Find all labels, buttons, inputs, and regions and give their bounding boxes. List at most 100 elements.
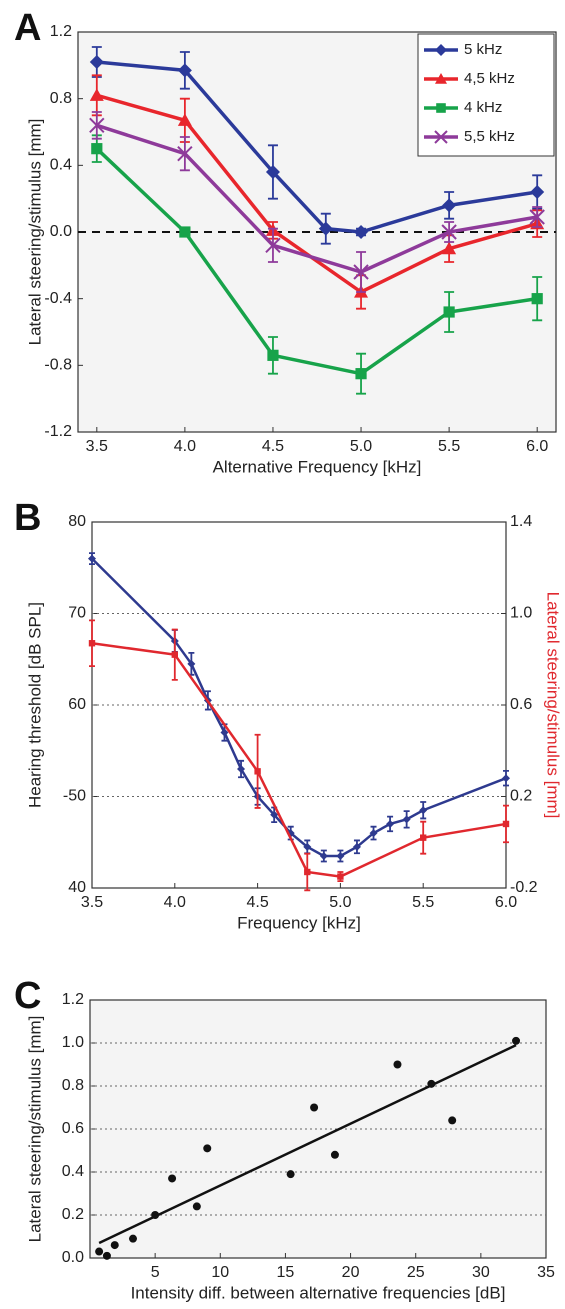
y-axis-label: Hearing threshold [dB SPL]: [25, 602, 44, 808]
y-tick-label: 70: [68, 605, 86, 622]
marker: [177, 63, 192, 78]
x-tick-label: 15: [277, 1264, 295, 1281]
y-axis-label: Lateral steering/stimulus [mm]: [25, 119, 44, 346]
x-tick-label: 5.0: [329, 894, 351, 911]
y-tick-label: -0.4: [44, 290, 72, 307]
point: [310, 1103, 319, 1112]
marker: [434, 130, 448, 144]
y-tick-label: 1.2: [50, 23, 72, 40]
marker: [89, 117, 105, 134]
x-tick-label: 5.5: [438, 438, 460, 455]
marker: [530, 185, 545, 199]
marker: [179, 226, 191, 238]
marker: [441, 224, 457, 240]
x-tick-label: 6.0: [526, 438, 548, 455]
marker: [171, 651, 178, 658]
plot-area: [89, 999, 547, 1259]
marker: [443, 306, 455, 318]
marker: [420, 834, 427, 841]
y-tick-label: 0.8: [62, 1077, 84, 1094]
x-tick-label: 30: [472, 1264, 490, 1281]
y-tick-label: 0.2: [62, 1206, 84, 1223]
marker: [529, 209, 545, 225]
x-tick-label: 4.0: [174, 438, 196, 455]
y-tick-label: 0.0: [50, 223, 72, 240]
marker: [435, 73, 447, 84]
marker: [369, 829, 378, 838]
marker: [436, 103, 446, 113]
y2-tick-label: 1.4: [510, 513, 532, 530]
marker: [442, 241, 457, 255]
marker: [88, 640, 96, 647]
point: [448, 1116, 457, 1125]
fit-line: [98, 1044, 517, 1245]
x-tick-label: 25: [407, 1264, 425, 1281]
y2-tick-label: 0.6: [510, 696, 532, 713]
legend-label: 5 kHz: [464, 41, 502, 58]
marker: [220, 728, 229, 737]
x-tick-label: 3.5: [81, 894, 103, 911]
y-tick-label: 0.4: [62, 1163, 84, 1180]
point: [151, 1211, 160, 1219]
marker: [318, 221, 333, 236]
x-tick-label: 5.0: [350, 438, 372, 455]
y-tick-label: 0.4: [50, 157, 72, 174]
panel-label: B: [14, 497, 41, 539]
x-tick-label: 4.5: [262, 438, 284, 455]
y-axis-label: Lateral steering/stimulus [mm]: [25, 1016, 44, 1243]
marker: [355, 368, 367, 380]
point: [330, 1150, 339, 1159]
marker: [337, 873, 344, 880]
series-line: [95, 147, 538, 376]
point: [128, 1234, 137, 1243]
point: [168, 1174, 177, 1183]
series-line: [96, 93, 538, 295]
legend-label: 5,5 kHz: [464, 128, 515, 145]
x-tick-label: 4.5: [246, 894, 268, 911]
point: [203, 1144, 212, 1153]
marker: [336, 851, 345, 860]
marker: [419, 806, 428, 815]
marker: [91, 143, 103, 155]
marker: [303, 842, 312, 851]
marker: [265, 165, 280, 179]
point: [95, 1247, 104, 1256]
y-tick-label: 1.0: [62, 1034, 84, 1051]
point: [102, 1251, 111, 1260]
point: [427, 1079, 436, 1088]
x-tick-label: 5.5: [412, 894, 434, 911]
point: [192, 1202, 201, 1211]
y-tick-label: -0.8: [44, 357, 72, 374]
marker: [265, 237, 281, 254]
y-tick-label: 0.8: [50, 90, 72, 107]
point: [512, 1036, 521, 1045]
y-tick-label: 40: [68, 879, 86, 896]
y-tick-label: 0.6: [62, 1120, 84, 1137]
panel-label: C: [14, 975, 41, 1017]
panel-label: A: [14, 7, 41, 49]
y-tick-label: -50: [63, 788, 86, 805]
marker: [442, 198, 457, 213]
x-tick-label: 20: [342, 1264, 360, 1281]
marker: [270, 810, 279, 819]
marker: [502, 774, 510, 783]
marker: [502, 820, 510, 828]
marker: [267, 349, 279, 361]
y2-tick-label: 0.2: [510, 788, 532, 805]
legend-label: 4,5 kHz: [464, 70, 515, 87]
marker: [89, 55, 104, 69]
marker: [187, 659, 196, 668]
marker: [304, 868, 311, 876]
y-tick-label: 0.0: [62, 1249, 84, 1266]
point: [393, 1060, 402, 1069]
x-axis-label: Alternative Frequency [kHz]: [213, 457, 422, 476]
legend-label: 4 kHz: [464, 99, 502, 116]
x-tick-label: 35: [537, 1264, 555, 1281]
x-tick-label: 6.0: [495, 894, 517, 911]
y2-axis-label: Lateral steering/stimulus [mm]: [544, 592, 563, 819]
marker: [435, 44, 447, 56]
marker: [88, 554, 96, 563]
y2-tick-label: 1.0: [510, 605, 532, 622]
x-tick-label: 10: [211, 1264, 229, 1281]
marker: [354, 225, 369, 239]
